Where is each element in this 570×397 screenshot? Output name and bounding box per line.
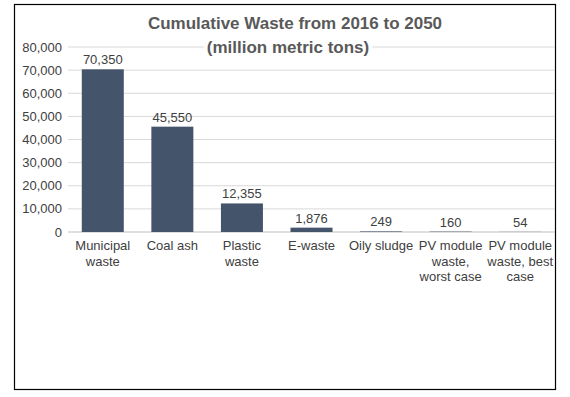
bar xyxy=(430,231,472,232)
x-tick-line: Oily sludge xyxy=(349,238,413,253)
x-tick-line: E-waste xyxy=(288,238,335,253)
y-tick-label: 40,000 xyxy=(22,132,62,147)
grid-line xyxy=(68,70,555,71)
frame xyxy=(15,5,556,390)
grid-line xyxy=(68,139,555,140)
data-label: 249 xyxy=(370,214,392,229)
x-tick-label: E-waste xyxy=(288,238,335,253)
title: Cumulative Waste from 2016 to 2050 xyxy=(148,14,442,33)
data-label: 54 xyxy=(513,215,527,230)
y-tick-label: 80,000 xyxy=(22,40,62,55)
bar xyxy=(499,231,541,232)
x-tick-label: Oily sludge xyxy=(349,238,413,253)
bars xyxy=(82,69,541,232)
data-label: 70,350 xyxy=(83,52,123,67)
grid-line xyxy=(68,162,555,163)
x-tick-label: Municipalwaste xyxy=(75,238,130,269)
x-tick-line: waste, best xyxy=(486,254,553,269)
y-tick-label: 70,000 xyxy=(22,63,62,78)
x-tick-line: Municipal xyxy=(75,238,130,253)
y-tick-label: 50,000 xyxy=(22,109,62,124)
bar xyxy=(82,69,124,232)
bar xyxy=(360,231,402,232)
y-tick-label: 10,000 xyxy=(22,201,62,216)
bar xyxy=(221,203,263,232)
grid-line xyxy=(68,185,555,186)
bar xyxy=(151,127,193,232)
x-tick-label: PV modulewaste, bestcase xyxy=(486,238,553,284)
grid-line xyxy=(68,208,555,209)
y-tick-label: 0 xyxy=(55,225,62,240)
x-tick-line: Coal ash xyxy=(147,238,198,253)
x-tick-line: case xyxy=(506,269,533,284)
bar xyxy=(291,228,333,232)
grid-line xyxy=(68,116,555,117)
subtitle: (million metric tons) xyxy=(207,38,369,57)
x-tick-line: waste, xyxy=(431,254,470,269)
x-tick-line: waste xyxy=(85,254,120,269)
y-tick-label: 60,000 xyxy=(22,86,62,101)
x-tick-line: waste xyxy=(224,254,259,269)
x-tick-label: PV modulewaste,worst case xyxy=(419,238,483,284)
title-background xyxy=(204,38,372,57)
y-tick-label: 30,000 xyxy=(22,155,62,170)
data-label: 45,550 xyxy=(152,110,192,125)
x-tick-label: Coal ash xyxy=(147,238,198,253)
x-tick-label: Plasticwaste xyxy=(223,238,262,269)
y-tick-label: 20,000 xyxy=(22,178,62,193)
data-label: 12,355 xyxy=(222,186,262,201)
x-tick-line: worst case xyxy=(419,269,482,284)
data-label: 160 xyxy=(440,215,462,230)
chart: 0 10,000 20,000 30,000 40,000 50,000 60,000 70,… xyxy=(0,0,570,397)
grid xyxy=(68,47,555,232)
grid-line xyxy=(68,93,555,94)
x-tick-line: PV module xyxy=(488,238,552,253)
x-tick-line: Plastic xyxy=(223,238,262,253)
data-label: 1,876 xyxy=(295,211,328,226)
x-tick-line: PV module xyxy=(419,238,483,253)
